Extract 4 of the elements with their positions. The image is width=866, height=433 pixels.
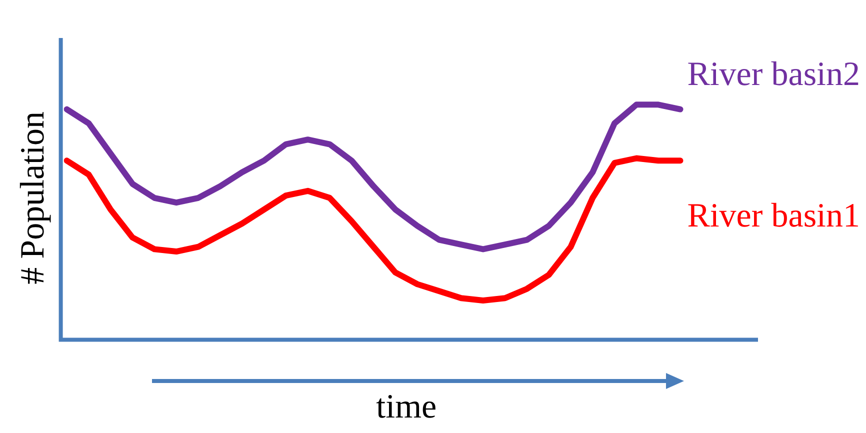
y-axis-title: # Population <box>14 111 52 284</box>
x-axis-title: time <box>376 388 437 426</box>
series-label: River basin2 <box>687 56 860 94</box>
series-label: River basin1 <box>687 198 860 235</box>
